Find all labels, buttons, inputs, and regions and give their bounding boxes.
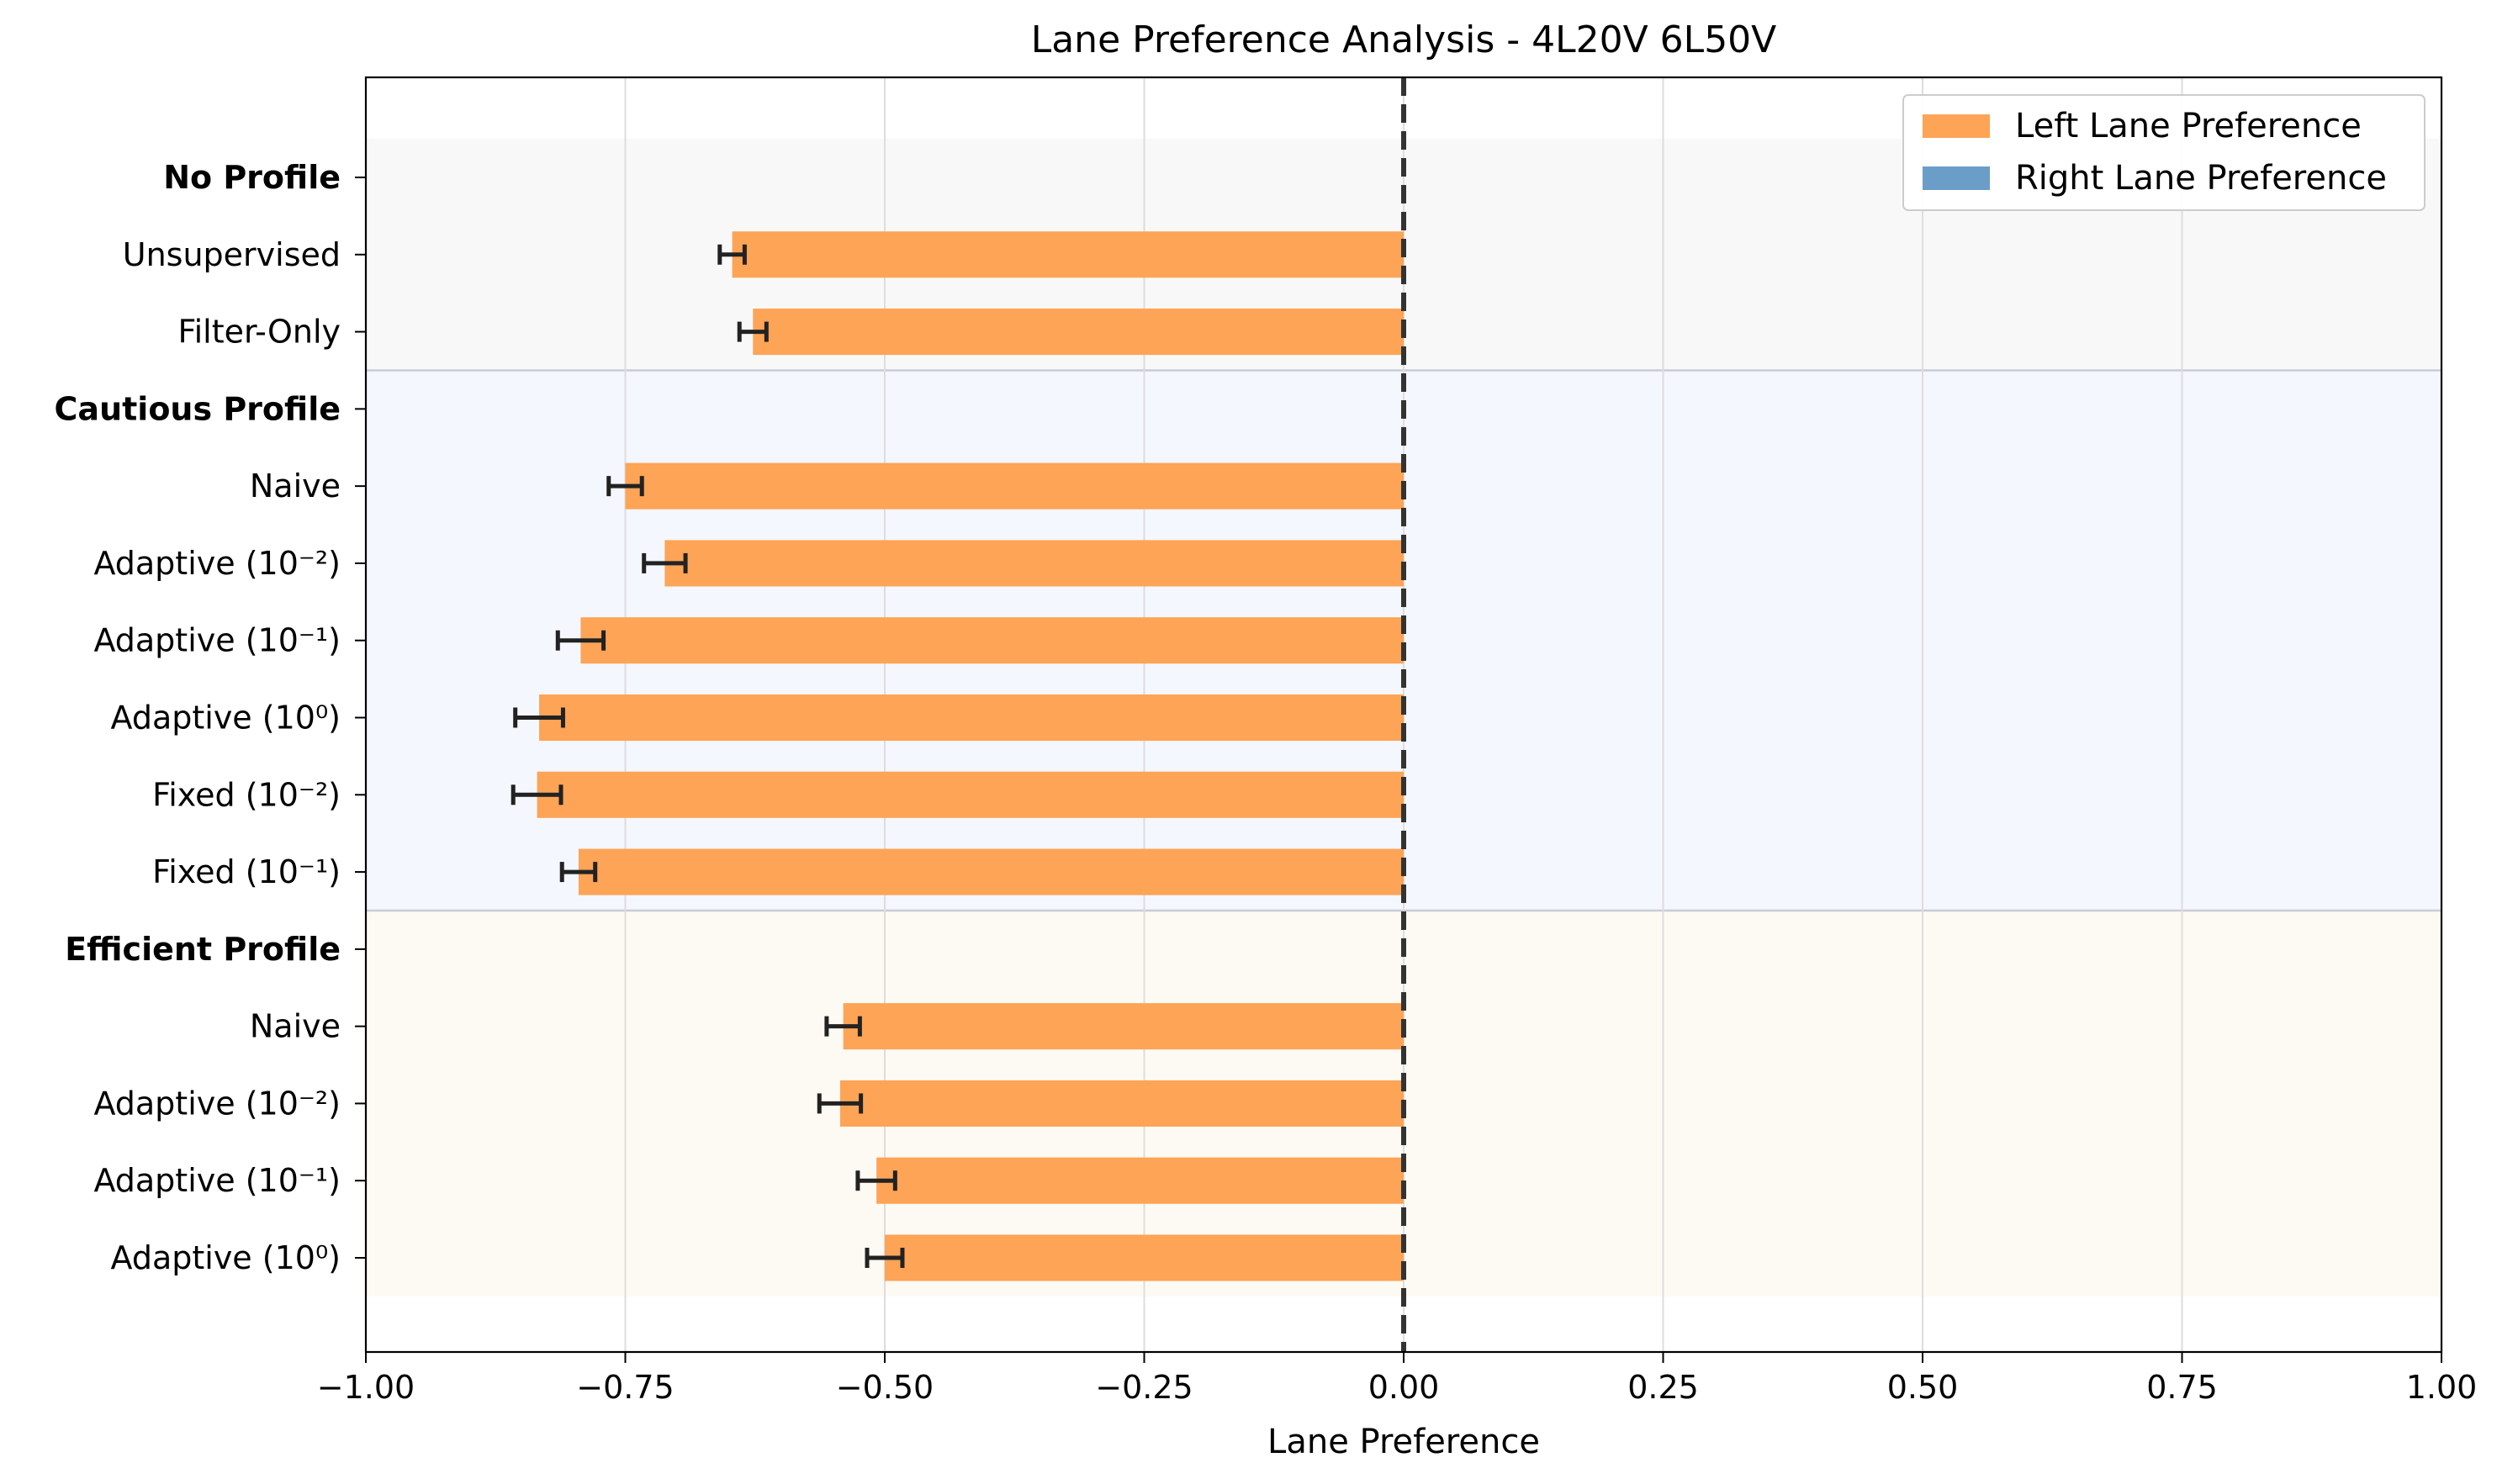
bar [732, 231, 1404, 278]
x-tick-label: 1.00 [2406, 1369, 2478, 1406]
bar [625, 462, 1404, 510]
error-bar [865, 1248, 905, 1268]
bar [537, 771, 1404, 818]
x-axis-ticks: −1.00 −0.75 −0.50 −0.25 0.00 0.25 0.50 0.75 1.00 [317, 1352, 2478, 1406]
error-bar [559, 862, 598, 883]
error-bar [555, 630, 606, 651]
error-bar [717, 244, 747, 265]
category-label: Filter-Only [178, 314, 341, 351]
category-label: Fixed (10⁻²) [152, 776, 341, 813]
category-label: Adaptive (10⁻¹) [93, 1162, 341, 1199]
bar [753, 309, 1404, 356]
legend-entry: Left Lane Preference [1923, 107, 2362, 145]
category-label: Naive [250, 1008, 341, 1045]
category-label: Adaptive (10⁰) [111, 1239, 341, 1276]
bar [876, 1157, 1404, 1204]
legend-swatch [1923, 166, 1990, 190]
chart-title: Lane Preference Analysis - 4L20V 6L50V [1031, 18, 1777, 61]
bar [539, 694, 1404, 742]
x-tick-label: −1.00 [317, 1369, 415, 1406]
error-bar [642, 552, 688, 573]
legend-swatch [1923, 114, 1990, 138]
category-label: Adaptive (10⁰) [111, 700, 341, 737]
group-header-label: No Profile [163, 159, 341, 196]
category-label: Naive [250, 467, 341, 504]
y-axis-categories: No Profile Unsupervised Filter-Only Cautiou… [55, 159, 366, 1276]
x-tick-label: −0.25 [1095, 1369, 1193, 1406]
x-tick-label: −0.50 [836, 1369, 934, 1406]
category-label: Adaptive (10⁻²) [93, 545, 341, 582]
error-bar [513, 707, 565, 728]
legend-box [1902, 94, 2426, 211]
category-label: Fixed (10⁻¹) [152, 853, 341, 890]
error-bar [606, 476, 644, 497]
legend-label: Left Lane Preference [2015, 107, 2362, 145]
error-bar [817, 1093, 864, 1114]
group-header-label: Cautious Profile [55, 390, 341, 427]
bar [839, 1080, 1404, 1127]
legend: Left Lane Preference Right Lane Preferenc… [1902, 94, 2426, 211]
bar [843, 1003, 1404, 1050]
error-bars-layer [511, 244, 905, 1268]
category-label: Adaptive (10⁻²) [93, 1085, 341, 1122]
error-bar [737, 321, 769, 342]
x-tick-label: −0.75 [576, 1369, 674, 1406]
bar [885, 1234, 1404, 1281]
x-axis-title: Lane Preference [1267, 1423, 1540, 1461]
error-bar [855, 1170, 897, 1191]
category-label: Adaptive (10⁻¹) [93, 622, 341, 659]
bar [580, 617, 1404, 664]
error-bar [511, 784, 563, 805]
bars-layer [537, 231, 1404, 1281]
legend-entry: Right Lane Preference [1923, 159, 2387, 198]
bar [578, 848, 1404, 895]
group-header-label: Efficient Profile [65, 931, 341, 968]
bar [664, 540, 1404, 587]
x-tick-label: 0.50 [1887, 1369, 1959, 1406]
x-tick-label: 0.75 [2146, 1369, 2218, 1406]
x-tick-label: 0.25 [1627, 1369, 1699, 1406]
error-bar [824, 1016, 862, 1037]
category-label: Unsupervised [123, 236, 341, 273]
legend-label: Right Lane Preference [2015, 159, 2387, 198]
x-tick-label: 0.00 [1368, 1369, 1440, 1406]
